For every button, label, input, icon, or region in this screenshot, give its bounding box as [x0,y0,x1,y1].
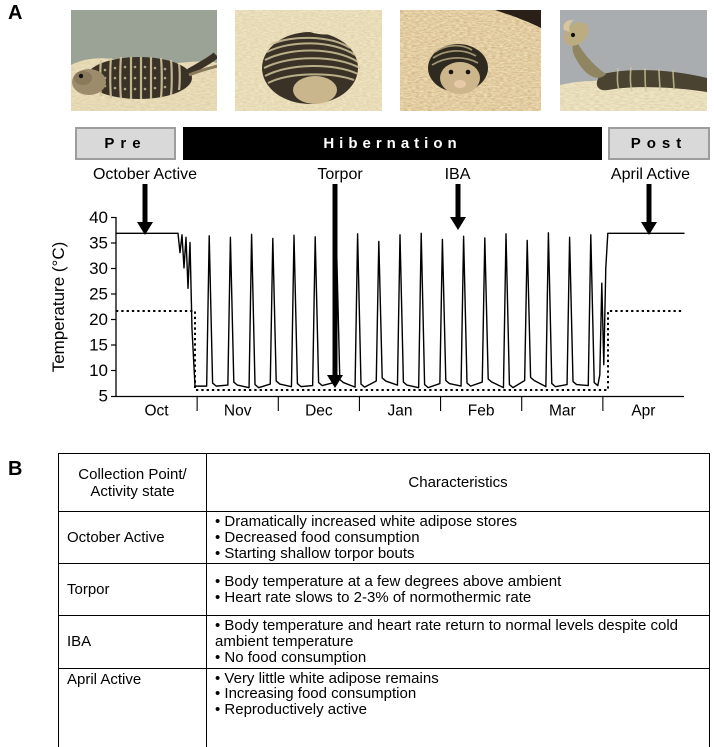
svg-text:40: 40 [89,208,108,227]
svg-text:Nov: Nov [224,403,252,420]
svg-text:Jan: Jan [388,403,413,420]
svg-text:5: 5 [99,387,108,406]
svg-text:Mar: Mar [549,403,576,420]
svg-text:20: 20 [89,310,108,329]
svg-text:15: 15 [89,336,108,355]
svg-text:Feb: Feb [468,403,495,420]
svg-text:25: 25 [89,285,108,304]
svg-text:Apr: Apr [631,403,655,420]
svg-text:10: 10 [89,361,108,380]
svg-text:30: 30 [89,259,108,278]
svg-text:Temperature (°C): Temperature (°C) [49,242,68,373]
svg-text:35: 35 [89,234,108,253]
svg-text:Dec: Dec [305,403,333,420]
svg-text:Oct: Oct [144,403,169,420]
